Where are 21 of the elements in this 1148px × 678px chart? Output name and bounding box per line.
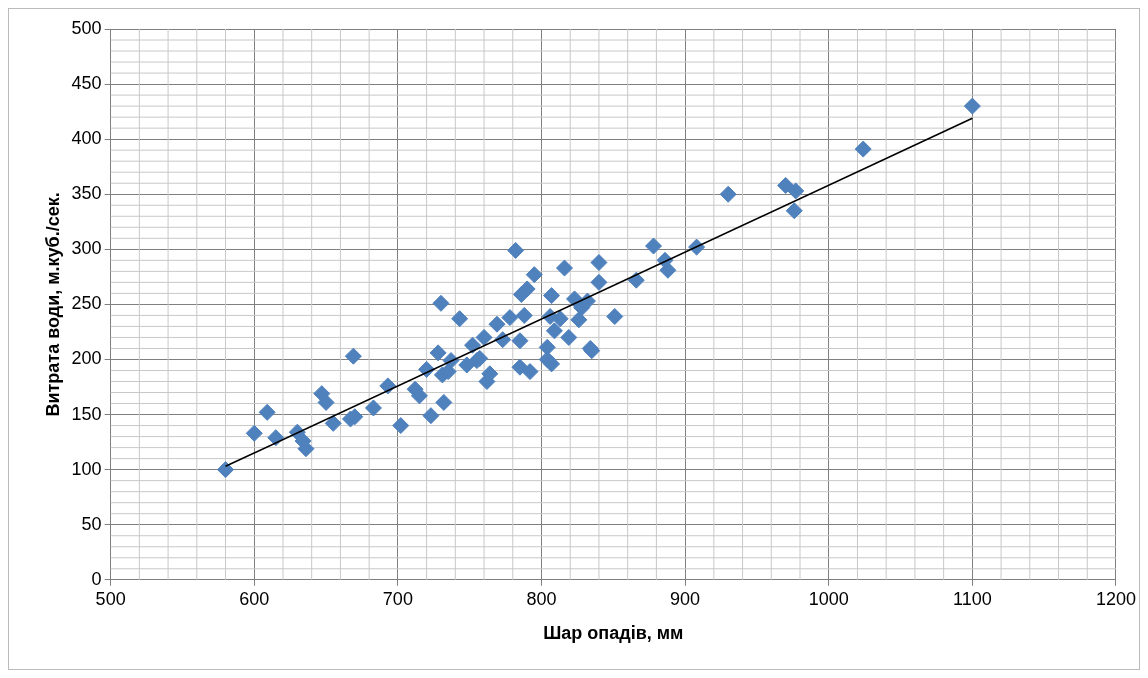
- y-tick-label: 450: [71, 73, 102, 94]
- y-tick-label: 250: [71, 293, 102, 314]
- y-tick-label: 350: [71, 183, 102, 204]
- x-tick-label: 1200: [1095, 588, 1136, 609]
- x-tick-label: 900: [670, 588, 701, 609]
- x-tick-label: 500: [95, 588, 126, 609]
- x-tick-label: 1100: [953, 588, 992, 609]
- y-tick-label: 100: [71, 458, 102, 479]
- y-tick-label: 300: [71, 238, 102, 259]
- y-tick-label: 50: [81, 513, 102, 534]
- x-tick-label: 1000: [808, 588, 849, 609]
- y-tick-label: 0: [91, 568, 102, 589]
- x-tick-label: 600: [239, 588, 270, 609]
- y-tick-label: 200: [71, 348, 102, 369]
- y-tick-label: 400: [71, 128, 102, 149]
- y-axis-title: Витрата води, м.куб./сек.: [42, 192, 63, 417]
- y-tick-label: 500: [71, 17, 102, 38]
- y-tick-label: 150: [71, 403, 102, 424]
- x-tick-label: 800: [526, 588, 557, 609]
- x-axis-title: Шар опадів, мм: [543, 623, 684, 644]
- x-tick-label: 700: [382, 588, 413, 609]
